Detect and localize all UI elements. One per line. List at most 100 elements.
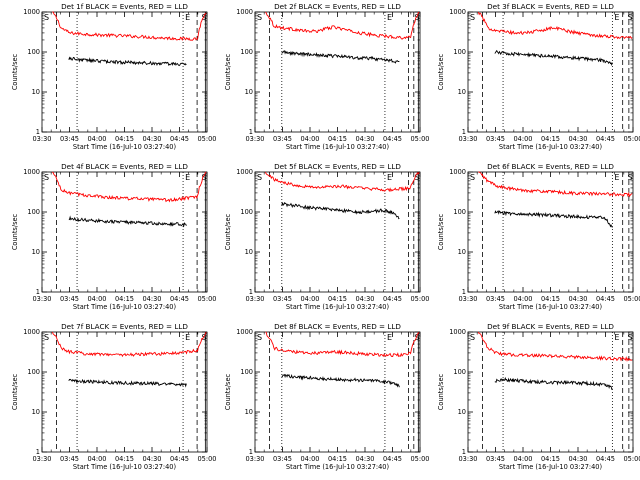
panel-title: Det 6f BLACK = Events, RED = LLD	[487, 162, 614, 171]
x-tick-label: 04:30	[355, 455, 374, 463]
y-tick-label: 1000	[449, 328, 466, 336]
region-start-label: S	[470, 333, 475, 342]
region-end-label: E	[614, 173, 619, 182]
x-tick-label: 04:15	[541, 295, 560, 303]
x-tick-label: 03:45	[486, 455, 505, 463]
x-axis-label: Start Time (16-Jul-10 03:27:40)	[73, 303, 176, 311]
y-tick-label: 1	[462, 448, 466, 456]
region-start-label: S	[257, 173, 262, 182]
y-tick-label: 1	[462, 288, 466, 296]
y-tick-label: 10	[458, 88, 466, 96]
chart-panel-8: Det 8f BLACK = Events, RED = LLD 1 10 100 10…	[224, 322, 430, 471]
x-tick-label: 04:15	[541, 135, 560, 143]
series-line-events	[494, 376, 613, 391]
x-tick-label: 04:45	[596, 135, 615, 143]
region-end-label: E	[185, 173, 190, 182]
series-line-lld	[478, 171, 633, 198]
plot-frame	[41, 11, 208, 133]
x-tick-label: 04:15	[328, 455, 347, 463]
x-tick-label: 05:00	[410, 135, 429, 143]
plot-frame	[41, 331, 208, 453]
y-tick-label: 100	[453, 48, 466, 56]
x-tick-label: 03:45	[273, 455, 292, 463]
x-tick-label: 03:30	[458, 455, 477, 463]
region-start-label-right: S	[628, 333, 633, 342]
x-tick-label: 04:45	[596, 295, 615, 303]
y-axis-label: Counts/sec	[11, 53, 19, 90]
region-end-label: E	[185, 13, 190, 22]
x-tick-label: 04:30	[568, 455, 587, 463]
x-tick-label: 04:45	[170, 135, 189, 143]
x-tick-label: 04:30	[142, 455, 161, 463]
series-line-lld	[265, 331, 420, 358]
x-tick-label: 04:00	[300, 295, 319, 303]
chart-panel-5: Det 5f BLACK = Events, RED = LLD 1 10 100 10…	[224, 162, 430, 311]
panel-title: Det 3f BLACK = Events, RED = LLD	[487, 2, 614, 11]
region-start-label: S	[44, 333, 49, 342]
y-tick-label: 100	[27, 208, 40, 216]
chart-panel-1: Det 1f BLACK = Events, RED = LLD 1 10 100 10…	[11, 2, 217, 151]
x-tick-label: 03:45	[60, 455, 79, 463]
region-end-label: E	[614, 13, 619, 22]
region-start-label-right: S	[202, 173, 207, 182]
x-tick-label: 04:15	[115, 295, 134, 303]
y-tick-label: 100	[453, 368, 466, 376]
region-start-label: S	[257, 333, 262, 342]
x-tick-label: 04:30	[355, 295, 374, 303]
region-end-label: E	[185, 333, 190, 342]
series-line-events	[68, 378, 187, 388]
region-end-label: E	[387, 173, 392, 182]
y-axis-label: Counts/sec	[437, 53, 445, 90]
y-tick-label: 1000	[449, 8, 466, 16]
series-line-events	[281, 201, 400, 220]
x-tick-label: 04:00	[300, 135, 319, 143]
x-tick-label: 04:15	[115, 455, 134, 463]
y-tick-label: 1	[249, 128, 253, 136]
series-line-events	[68, 56, 187, 67]
x-tick-label: 04:00	[300, 455, 319, 463]
region-start-label-right: S	[415, 333, 420, 342]
y-tick-label: 10	[32, 408, 40, 416]
y-tick-label: 1	[36, 448, 40, 456]
plot-frame	[41, 171, 208, 293]
x-axis-label: Start Time (16-Jul-10 03:27:40)	[499, 143, 602, 151]
y-tick-label: 100	[240, 48, 253, 56]
y-tick-label: 10	[245, 88, 253, 96]
x-tick-label: 05:00	[410, 295, 429, 303]
chart-panel-2: Det 2f BLACK = Events, RED = LLD 1 10 100 10…	[224, 2, 430, 151]
y-tick-label: 1	[36, 128, 40, 136]
y-tick-label: 1000	[236, 168, 253, 176]
y-axis-label: Counts/sec	[437, 373, 445, 410]
x-tick-label: 05:00	[623, 135, 640, 143]
region-start-label-right: S	[202, 333, 207, 342]
x-axis-label: Start Time (16-Jul-10 03:27:40)	[286, 303, 389, 311]
x-tick-label: 04:00	[87, 135, 106, 143]
x-tick-label: 03:45	[60, 135, 79, 143]
y-axis-label: Counts/sec	[224, 53, 232, 90]
x-tick-label: 03:30	[458, 295, 477, 303]
series-line-lld	[477, 11, 633, 40]
series-line-events	[281, 50, 400, 64]
y-tick-label: 1000	[449, 168, 466, 176]
region-start-label: S	[257, 13, 262, 22]
x-tick-label: 03:30	[458, 135, 477, 143]
x-tick-label: 03:45	[273, 135, 292, 143]
region-end-label: E	[387, 13, 392, 22]
x-tick-label: 04:15	[328, 135, 347, 143]
y-axis-label: Counts/sec	[437, 213, 445, 250]
y-tick-label: 100	[240, 368, 253, 376]
y-axis-label: Counts/sec	[11, 373, 19, 410]
plot-frame	[467, 171, 634, 293]
x-tick-label: 04:45	[383, 295, 402, 303]
x-tick-label: 03:30	[245, 295, 264, 303]
x-axis-label: Start Time (16-Jul-10 03:27:40)	[499, 303, 602, 311]
x-tick-label: 04:45	[596, 455, 615, 463]
region-end-label: E	[614, 333, 619, 342]
y-tick-label: 10	[458, 248, 466, 256]
x-tick-label: 04:15	[115, 135, 134, 143]
region-start-label-right: S	[628, 13, 633, 22]
chart-panel-9: Det 9f BLACK = Events, RED = LLD 1 10 100 10…	[437, 322, 640, 471]
region-start-label: S	[44, 173, 49, 182]
series-line-lld	[264, 11, 420, 40]
y-tick-label: 100	[27, 48, 40, 56]
